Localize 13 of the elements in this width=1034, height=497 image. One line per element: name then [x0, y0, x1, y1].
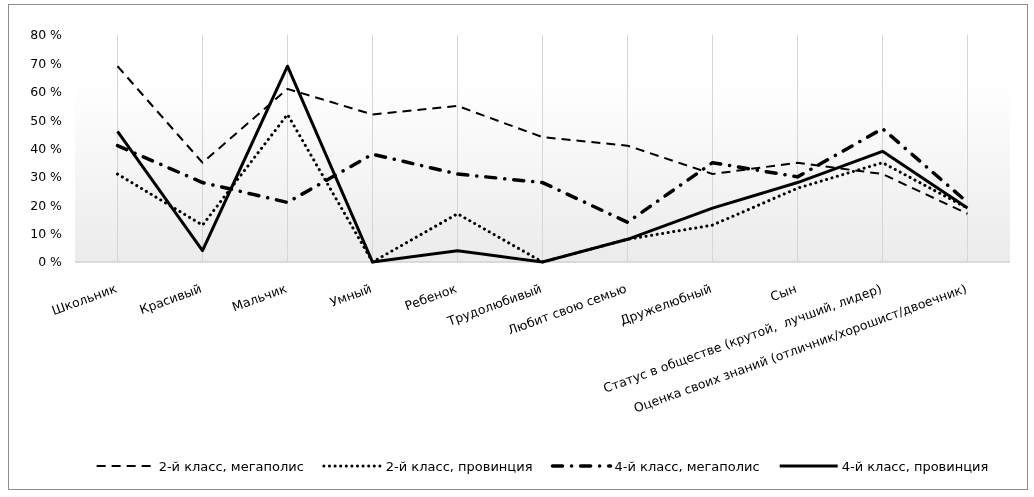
- y-tick-label: 70 %: [30, 55, 63, 71]
- y-tick-label: 40 %: [30, 140, 63, 156]
- y-tick-label: 50 %: [30, 112, 63, 128]
- legend-label: 2-й класс, провинция: [385, 458, 533, 474]
- y-tick-label: 80 %: [30, 27, 63, 43]
- legend-label: 2-й класс, мегаполис: [158, 458, 304, 474]
- y-tick-label: 0 %: [38, 254, 63, 270]
- legend-label: 4-й класс, мегаполис: [614, 458, 760, 474]
- y-tick-label: 60 %: [30, 84, 63, 100]
- y-tick-label: 20 %: [30, 197, 63, 213]
- y-tick-label: 30 %: [30, 169, 63, 185]
- y-tick-label: 10 %: [30, 226, 63, 241]
- legend-label: 4-й класс, провинция: [841, 458, 989, 474]
